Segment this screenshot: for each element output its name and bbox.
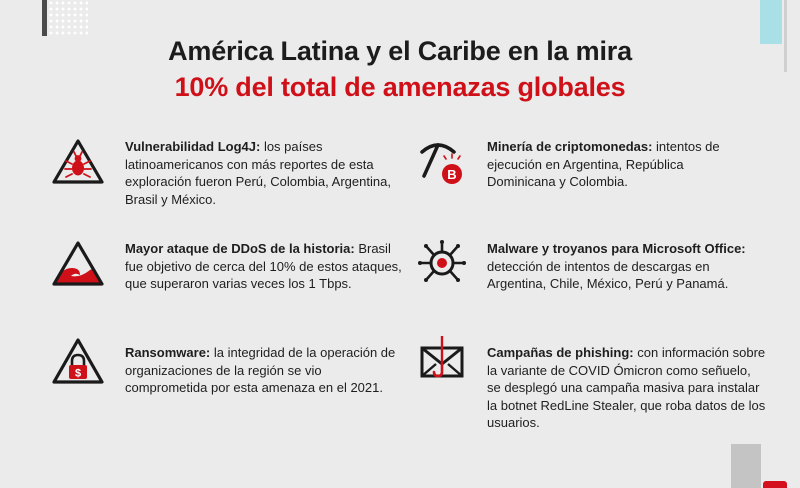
phishing-envelope-icon [418,334,468,384]
warning-bug-icon [50,136,106,188]
item-body: detección de intentos de descargas en Ar… [487,258,729,292]
item-body: intentos de ejecución en Argentina, Repú… [487,139,720,189]
item-heading: Ransomware: [125,345,211,360]
item-heading: Campañas de phishing: [487,345,634,360]
item-body: Brasil fue objetivo de cerca del 10% de … [125,241,402,291]
item-heading: Malware y troyanos para Microsoft Office… [487,241,746,256]
list-item: Ransomware: la integridad de la operació… [125,344,405,397]
decorative-line [784,0,787,72]
page-title: América Latina y el Caribe en la mira [168,36,632,66]
decorative-bar [42,0,47,36]
decorative-dot-pattern [48,0,88,36]
item-heading: Mayor ataque de DDoS de la historia: [125,241,355,256]
decorative-blue-block [760,0,782,44]
padlock-dollar-icon: $ [50,336,106,390]
list-item: Malware y troyanos para Microsoft Office… [487,240,767,293]
pickaxe-bitcoin-icon: B [414,136,470,192]
svg-text:B: B [447,167,456,182]
decorative-gray-block [731,444,761,488]
list-item: Minería de criptomonedas: intentos de ej… [487,138,742,191]
list-item: Vulnerabilidad Log4J: los países latinoa… [125,138,400,208]
decorative-red-block [763,481,787,488]
page-subtitle: 10% del total de amenazas globales [174,72,626,102]
item-body: la integridad de la operación de organiz… [125,345,396,395]
svg-text:$: $ [75,368,81,380]
malware-virus-icon [412,236,472,292]
item-body: los países latinoamericanos con más repo… [125,139,391,207]
list-item: Campañas de phishing: con información so… [487,344,767,432]
item-body: con información sobre la variante de COV… [487,345,766,430]
item-heading: Minería de criptomonedas: [487,139,653,154]
item-heading: Vulnerabilidad Log4J: [125,139,261,154]
list-item: Mayor ataque de DDoS de la historia: Bra… [125,240,405,293]
warning-wave-icon [50,238,106,290]
